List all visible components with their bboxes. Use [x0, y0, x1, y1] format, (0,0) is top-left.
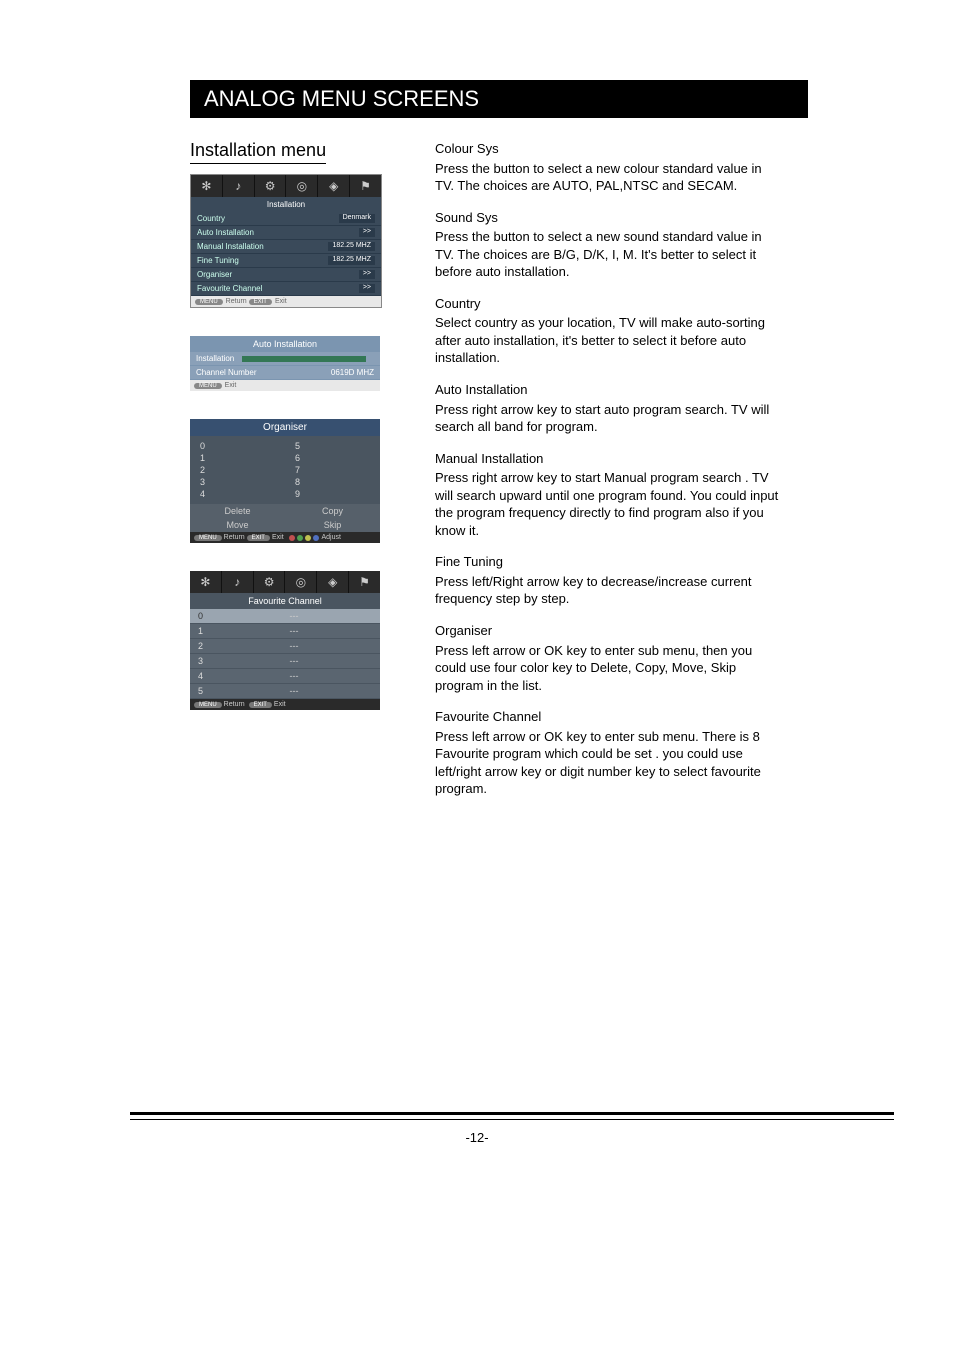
icon-sound: ♪	[223, 175, 255, 197]
auto-row: Installation	[190, 352, 380, 366]
icon-flag: ⚑	[350, 175, 381, 197]
organiser-footer: MENUReturn EXITExit Adjust	[190, 532, 380, 543]
icon-feature: ◈	[317, 571, 349, 593]
return-button: MENU	[195, 299, 223, 305]
footer-rule-thin	[130, 1119, 894, 1120]
footer-bar: MENUReturn EXITExit	[191, 296, 381, 307]
favourite-row: 4---	[190, 669, 380, 684]
favourite-row: 2---	[190, 639, 380, 654]
green-dot-icon	[297, 535, 303, 541]
auto-installation-screenshot: Auto Installation Installation Channel N…	[190, 336, 380, 391]
section-fine-tuning: Fine Tuning Press left/Right arrow key t…	[435, 553, 780, 608]
organiser-right-col: 5 6 7 8 9	[285, 436, 380, 504]
favourite-row: 3---	[190, 654, 380, 669]
auto-title: Auto Installation	[190, 336, 380, 352]
section-favourite-channel: Favourite Channel Press left arrow or OK…	[435, 708, 780, 798]
installation-menu-heading: Installation menu	[190, 140, 326, 164]
icon-channel: ◎	[286, 175, 318, 197]
organiser-left-col: 0 1 2 3 4	[190, 436, 285, 504]
icon-picture: ✻	[190, 571, 222, 593]
menu-title: Installation	[191, 197, 381, 212]
favourite-channel-screenshot: ✻ ♪ ⚙ ◎ ◈ ⚑ Favourite Channel 0--- 1--- …	[190, 571, 380, 710]
section-manual-installation: Manual Installation Press right arrow ke…	[435, 450, 780, 540]
icon-feature: ◈	[318, 175, 350, 197]
organiser-title: Organiser	[190, 419, 380, 436]
favourite-footer: MENUReturn EXITExit	[190, 699, 380, 710]
menu-row: Favourite Channel>>	[191, 282, 381, 296]
installation-screenshot: ✻ ♪ ⚙ ◎ ◈ ⚑ Installation CountryDenmark …	[190, 174, 382, 308]
banner-title: ANALOG MENU SCREENS	[190, 80, 808, 118]
red-dot-icon	[289, 535, 295, 541]
menu-row: Fine Tuning182.25 MHZ	[191, 254, 381, 268]
section-auto-installation: Auto Installation Press right arrow key …	[435, 381, 780, 436]
footer-rule-thick	[130, 1112, 894, 1115]
icon-settings: ⚙	[254, 571, 286, 593]
favourite-title: Favourite Channel	[190, 593, 380, 609]
right-column: Colour Sys Press the button to select a …	[435, 140, 780, 812]
menu-row: Manual Installation182.25 MHZ	[191, 240, 381, 254]
section-country: Country Select country as your location,…	[435, 295, 780, 367]
organiser-actions: Move Skip	[190, 518, 380, 532]
yellow-dot-icon	[305, 535, 311, 541]
organiser-actions: Delete Copy	[190, 504, 380, 518]
menu-row: Auto Installation>>	[191, 226, 381, 240]
section-organiser: Organiser Press left arrow or OK key to …	[435, 622, 780, 694]
icon-flag: ⚑	[349, 571, 380, 593]
blue-dot-icon	[313, 535, 319, 541]
icon-bar: ✻ ♪ ⚙ ◎ ◈ ⚑	[191, 175, 381, 197]
favourite-row: 5---	[190, 684, 380, 699]
exit-button: MENU	[194, 383, 222, 389]
section-colour-sys: Colour Sys Press the button to select a …	[435, 140, 780, 195]
organiser-screenshot: Organiser 0 1 2 3 4 5 6 7 8 9	[190, 419, 380, 543]
icon-picture: ✻	[191, 175, 223, 197]
progress-bar	[242, 356, 366, 362]
page-number: -12-	[0, 1130, 954, 1145]
icon-sound: ♪	[222, 571, 254, 593]
menu-row: CountryDenmark	[191, 212, 381, 226]
menu-row: Organiser>>	[191, 268, 381, 282]
auto-row: Channel Number0619D MHZ	[190, 366, 380, 380]
icon-bar: ✻ ♪ ⚙ ◎ ◈ ⚑	[190, 571, 380, 593]
left-column: Installation menu ✻ ♪ ⚙ ◎ ◈ ⚑ Installati…	[190, 140, 425, 710]
section-sound-sys: Sound Sys Press the button to select a n…	[435, 209, 780, 281]
exit-button: EXIT	[249, 299, 272, 305]
favourite-row: 0---	[190, 609, 380, 624]
footer-bar: MENUExit	[190, 380, 380, 391]
icon-channel: ◎	[285, 571, 317, 593]
icon-settings: ⚙	[255, 175, 287, 197]
favourite-row: 1---	[190, 624, 380, 639]
